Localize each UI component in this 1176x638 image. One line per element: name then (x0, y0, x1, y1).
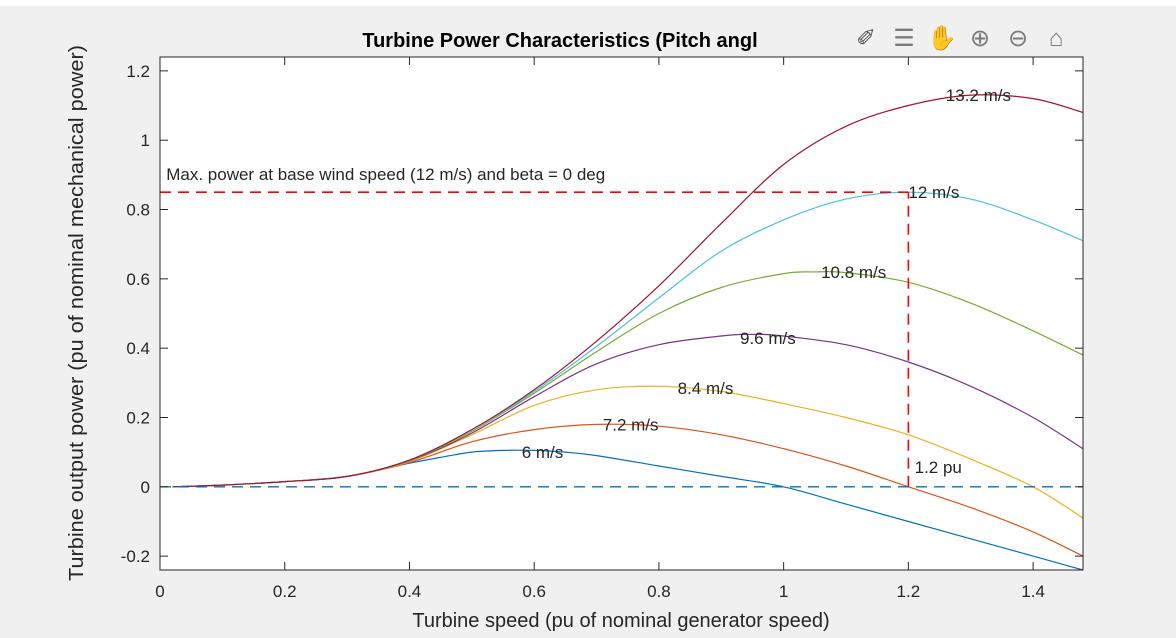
x-axis-label: Turbine speed (pu of nominal generator s… (412, 610, 829, 632)
series-label: 12 m/s (908, 183, 959, 202)
brush-icon[interactable]: ✐ (850, 24, 882, 54)
series-label: 13.2 m/s (946, 86, 1011, 105)
series-label: 10.8 m/s (821, 263, 886, 282)
x-tick-label: 0 (155, 582, 164, 601)
series-label: 7.2 m/s (603, 415, 659, 434)
data-tips-icon[interactable]: ☰ (888, 24, 920, 54)
axis-ticks: 0 0.2 0.4 0.6 0.8 1 1.2 1.4 -0.2 0 0.2 0.4 0.6 0.8 1 1.… (121, 57, 1083, 601)
axes-box (159, 56, 1084, 571)
y-tick-label: 1 (141, 131, 150, 150)
svg-text:⌂: ⌂ (1049, 25, 1064, 52)
zoom-in-icon[interactable]: ⊕ (964, 24, 996, 54)
x-tick-label: 1 (779, 582, 788, 601)
y-tick-label: -0.2 (121, 547, 150, 566)
home-icon[interactable]: ⌂ (1040, 24, 1072, 54)
series-labels: 13.2 m/s 12 m/s 10.8 m/s 9.6 m/s 8.4 m/s 7.2 … (522, 86, 1011, 462)
chart-title: Turbine Power Characteristics (Pitch ang… (362, 30, 757, 52)
reference-lines (160, 191, 1083, 488)
annotation-text: 1.2 pu (915, 458, 962, 477)
x-tick-label: 0.4 (398, 582, 422, 601)
y-tick-label: 0.2 (126, 408, 150, 427)
svg-text:✐: ✐ (856, 25, 876, 52)
x-tick-label: 0.2 (273, 582, 297, 601)
y-tick-label: 1.2 (126, 62, 150, 81)
window-top-edge (0, 0, 1176, 6)
x-tick-label: 1.2 (897, 582, 921, 601)
svg-text:☰: ☰ (893, 25, 915, 52)
axes-toolbar: ✐ ☰ ✋ ⊕ ⊖ ⌂ (850, 24, 1072, 54)
series-label: 8.4 m/s (678, 379, 734, 398)
series-lines (172, 94, 1084, 570)
y-tick-label: 0 (141, 478, 150, 497)
y-axis-label: Turbine output power (pu of nominal mech… (66, 45, 88, 581)
series-label: 6 m/s (522, 443, 564, 462)
x-tick-label: 1.4 (1021, 582, 1045, 601)
annotation-text: Max. power at base wind speed (12 m/s) a… (166, 165, 605, 184)
zoom-out-icon[interactable]: ⊖ (1002, 24, 1034, 54)
pan-icon[interactable]: ✋ (926, 24, 958, 54)
plot-area[interactable] (160, 57, 1083, 570)
y-tick-label: 0.4 (126, 339, 150, 358)
y-tick-label: 0.8 (126, 201, 150, 220)
series-line-13-2-m-s[interactable] (172, 94, 1084, 488)
x-tick-label: 0.8 (647, 582, 671, 601)
svg-text:✋: ✋ (927, 24, 957, 52)
svg-text:⊖: ⊖ (1008, 25, 1028, 52)
annotations: Max. power at base wind speed (12 m/s) a… (166, 165, 962, 477)
y-tick-label: 0.6 (126, 270, 150, 289)
x-tick-label: 0.6 (522, 582, 546, 601)
svg-text:⊕: ⊕ (970, 25, 990, 52)
series-label: 9.6 m/s (740, 329, 796, 348)
